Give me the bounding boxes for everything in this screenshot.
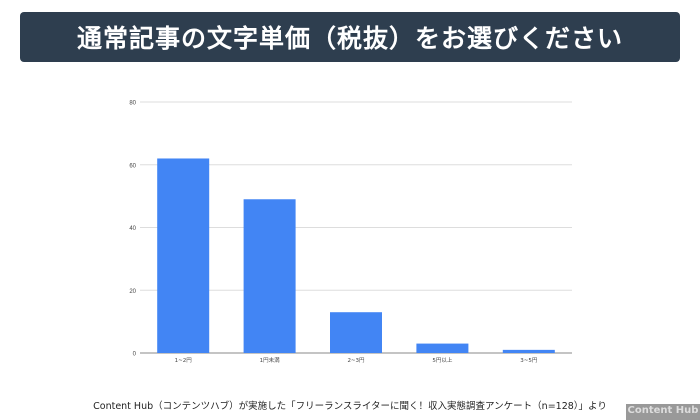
title-banner: 通常記事の文字単価（税抜）をお選びください	[20, 12, 680, 62]
x-tick-label: 5円以上	[432, 356, 452, 364]
bar	[502, 349, 555, 353]
bar	[157, 158, 210, 353]
source-note: Content Hub（コンテンツハブ）が実施した「フリーランスライターに聞く！…	[93, 401, 607, 412]
y-tick-label: 60	[129, 163, 136, 169]
x-tick-label: 1円未満	[260, 356, 280, 364]
y-tick-label: 0	[133, 352, 137, 358]
bar	[416, 343, 469, 353]
y-tick-label: 20	[129, 289, 136, 295]
bar	[243, 199, 296, 353]
bar	[330, 312, 382, 353]
y-tick-label: 80	[129, 101, 136, 107]
x-tick-label: 1~2円	[175, 357, 193, 364]
y-tick-label: 40	[129, 226, 136, 232]
x-tick-label: 3~5円	[520, 357, 538, 364]
page-title: 通常記事の文字単価（税抜）をお選びください	[76, 24, 623, 53]
content-hub-logo: Content Hub	[626, 404, 700, 420]
x-tick-label: 2~3円	[347, 357, 365, 364]
